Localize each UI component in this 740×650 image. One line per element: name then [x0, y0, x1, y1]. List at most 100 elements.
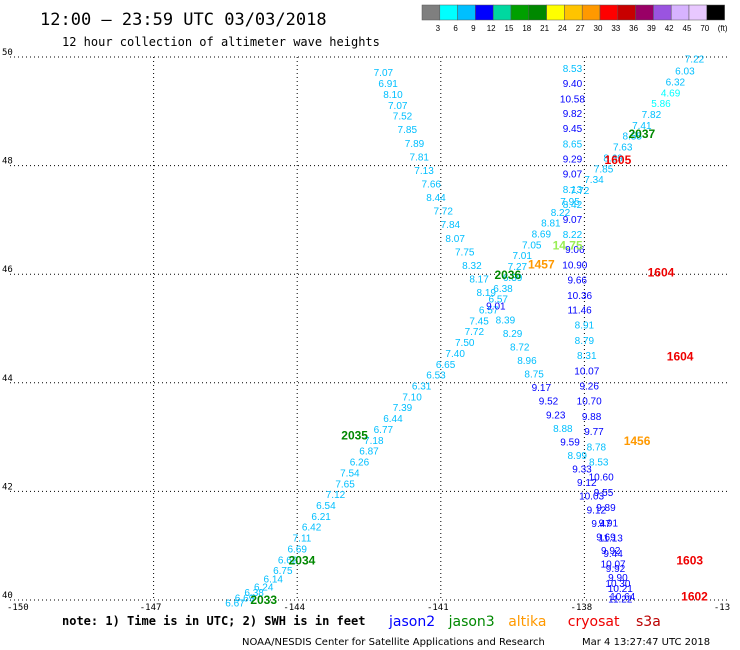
- y-tick-label: 44: [2, 374, 13, 384]
- swh-value: 9.92: [606, 564, 626, 575]
- colorbar-label: 45: [683, 24, 692, 33]
- colorbar-label: 42: [665, 24, 674, 33]
- x-tick-label: -144: [283, 603, 305, 613]
- swh-value: 9.66: [567, 276, 587, 287]
- swh-value: 8.39: [496, 315, 516, 326]
- swh-value: 7.07: [374, 68, 394, 79]
- swh-value: 6.32: [666, 77, 686, 88]
- swh-value: 9.06: [565, 245, 585, 256]
- colorbar-label: 30: [594, 24, 603, 33]
- swh-value: 7.89: [405, 139, 425, 150]
- swh-value: 7.84: [441, 220, 461, 231]
- colorbar-swatch: [510, 4, 530, 21]
- colorbar-swatch: [421, 4, 441, 21]
- colorbar-label: 21: [540, 24, 549, 33]
- legend-entry: jason3: [448, 614, 495, 630]
- swh-value: 8.19: [477, 288, 497, 299]
- colorbar-swatch: [617, 4, 636, 21]
- swh-value: 10.70: [577, 397, 602, 408]
- swh-value: 6.03: [675, 67, 695, 78]
- colorbar-swatch: [439, 4, 458, 21]
- data-points: 7.226.036.324.695.867.827.418.557.638.69…: [225, 55, 704, 610]
- swh-value: 6.65: [436, 360, 456, 371]
- y-tick-label: 40: [2, 591, 13, 601]
- colorbar-label: 3: [436, 24, 441, 33]
- swh-value: 7.66: [421, 180, 441, 191]
- colorbar-label: (ft): [718, 24, 728, 33]
- swh-value: 7.52: [393, 112, 413, 123]
- swh-value: 6.87: [359, 447, 379, 458]
- swh-value: 9.12: [587, 505, 607, 516]
- colorbar: 3 6 9 12 15 18 21 24 27 30 33 36 39 42 45 70 (ft): [421, 4, 728, 33]
- swh-value: 7.18: [364, 436, 384, 447]
- swh-value: 7.11: [293, 534, 312, 545]
- swh-value: 9.29: [563, 155, 583, 166]
- swh-value: 4.69: [661, 88, 681, 99]
- swh-value: 8.99: [567, 451, 587, 462]
- swh-value: 8.53: [563, 64, 583, 75]
- swh-value: 8.72: [510, 342, 530, 353]
- swh-value: 9.52: [539, 397, 559, 408]
- satellite-legend: jason2 jason3 altika cryosat s3a: [388, 614, 661, 630]
- swh-value: 8.17: [469, 275, 489, 286]
- swh-value: 6.77: [374, 425, 394, 436]
- legend-entry: s3a: [636, 614, 661, 630]
- colorbar-swatch: [528, 4, 547, 21]
- swh-value: 9.89: [596, 503, 616, 514]
- swh-value: 7.82: [642, 110, 662, 121]
- swh-value: 7.39: [393, 403, 413, 414]
- swh-value: 7.72: [570, 186, 590, 197]
- swh-value: 10.58: [560, 94, 585, 105]
- swh-value: 6.54: [316, 501, 336, 512]
- swh-value: 9.26: [579, 382, 599, 393]
- swh-value: 7.01: [512, 251, 532, 262]
- swh-value: 10.30: [605, 579, 630, 590]
- swh-value: 8.10: [383, 90, 403, 101]
- swh-value: 8.96: [517, 356, 537, 367]
- swh-value: 6.31: [412, 382, 432, 393]
- swh-value: 8.44: [426, 193, 446, 204]
- pass-time-label: 1456: [624, 434, 651, 448]
- pass-time-label: 2033: [250, 593, 277, 607]
- colorbar-swatch: [546, 4, 565, 21]
- swh-value: 7.41: [632, 121, 652, 132]
- swh-value: 7.40: [445, 349, 465, 360]
- swh-value: 7.12: [326, 490, 346, 501]
- swh-value: 10.03: [579, 492, 604, 503]
- swh-value: 6.42: [302, 523, 322, 534]
- colorbar-swatch: [635, 4, 654, 21]
- colorbar-swatch: [653, 4, 672, 21]
- swh-value: 6.26: [350, 458, 370, 469]
- x-tick-label: -141: [427, 603, 449, 613]
- swh-value: 10.90: [562, 260, 587, 271]
- swh-value: 8.29: [503, 329, 523, 340]
- swh-value: 9.45: [563, 124, 583, 135]
- swh-value: 8.79: [575, 336, 595, 347]
- swh-value: 6.39: [503, 273, 523, 284]
- colorbar-swatch: [670, 4, 690, 21]
- swh-value: 8.91: [575, 321, 595, 332]
- swh-value: 7.81: [410, 152, 430, 163]
- colorbar-label: 15: [505, 24, 514, 33]
- swh-value: 9.17: [532, 383, 552, 394]
- colorbar-label: 36: [629, 24, 638, 33]
- chart-title: 12:00 — 23:59 UTC 03/03/2018: [40, 10, 327, 30]
- swh-value: 11.46: [567, 305, 592, 316]
- pass-labels: 2037 2036 1605 1604 1604 1603 1602 1456 1457 14.7…: [250, 127, 708, 607]
- swh-value: 6.69: [235, 593, 255, 604]
- swh-value: 8.22: [551, 208, 571, 219]
- swh-value: 7.10: [402, 392, 422, 403]
- swh-value: 8.42: [563, 200, 583, 211]
- colorbar-label: 27: [576, 24, 585, 33]
- swh-value: 7.72: [465, 327, 485, 338]
- colorbar-swatch: [475, 4, 494, 21]
- swh-value: 9.69: [596, 532, 616, 543]
- colorbar-swatch: [581, 4, 601, 21]
- colorbar-label: 33: [611, 24, 620, 33]
- legend-entry: jason2: [388, 614, 435, 630]
- swh-value: 7.85: [594, 164, 614, 175]
- pass-time-label: 2035: [341, 428, 368, 442]
- swh-value: 9.55: [594, 488, 614, 499]
- swh-value: 7.34: [584, 175, 604, 186]
- pass-time-label: 14.75: [553, 238, 583, 252]
